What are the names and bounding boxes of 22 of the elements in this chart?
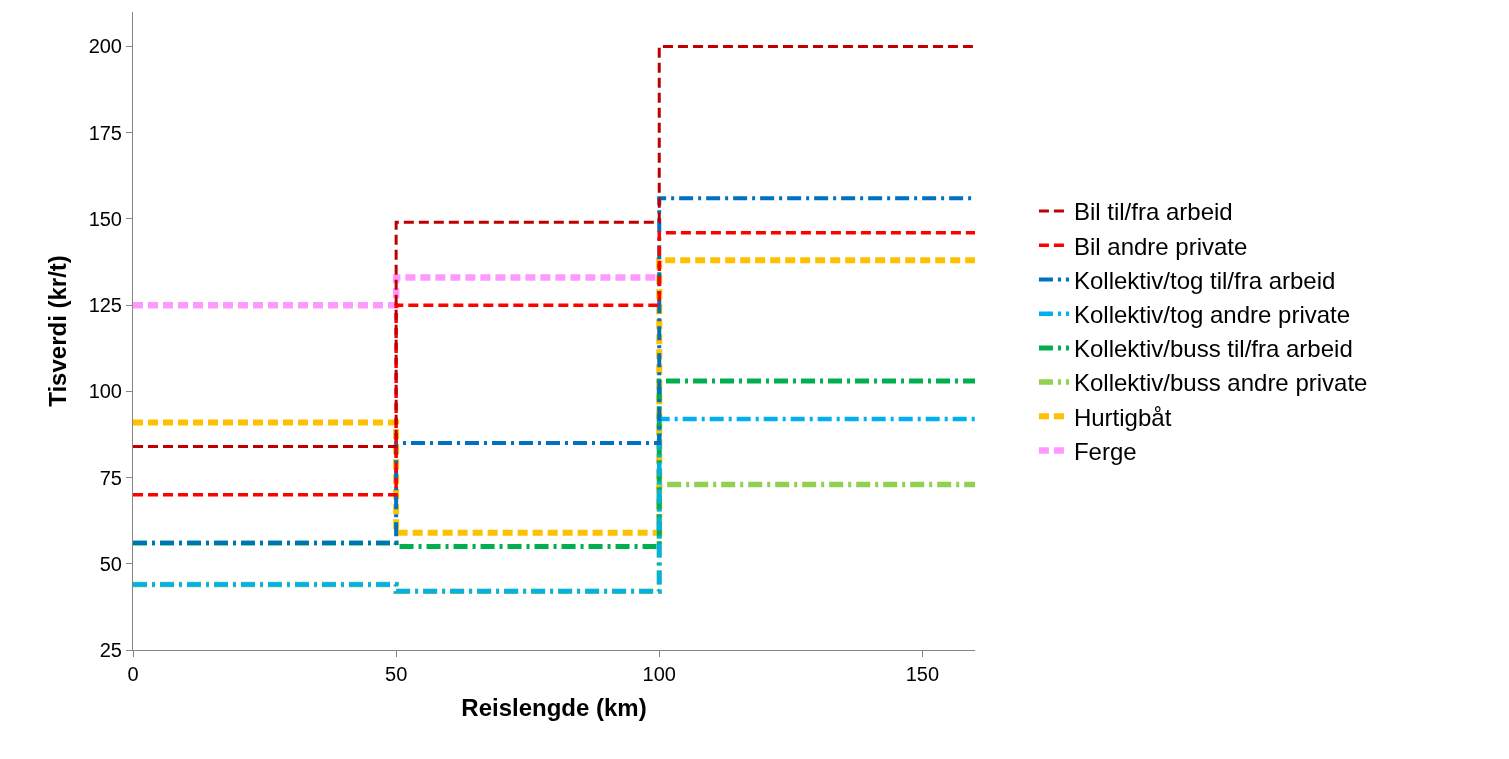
legend-label: Kollektiv/tog til/fra arbeid [1073,266,1336,294]
y-tick-label: 125 [88,294,122,317]
legend-label: Bil til/fra arbeid [1073,198,1233,226]
legend-label: Kollektiv/buss til/fra arbeid [1073,335,1353,363]
x-tick-label: 100 [642,663,676,685]
y-tick-label: 150 [88,207,122,230]
y-tick-label: 100 [88,380,122,403]
x-tick-label: 0 [127,663,139,685]
legend-label: Kollektiv/tog andre private [1073,301,1351,329]
y-tick-label: 25 [99,639,122,661]
y-tick-label: 75 [99,466,122,489]
x-axis-title: Reislengde (km) [461,694,647,722]
y-tick-label: 175 [88,121,122,144]
y-tick-label: 200 [88,35,122,58]
legend-label: Hurtigbåt [1073,403,1172,431]
legend-label: Kollektiv/buss andre private [1073,369,1368,397]
y-tick-label: 50 [99,552,122,575]
legend-label: Bil andre private [1073,232,1248,260]
y-axis-title: Tisverdi (kr/t) [43,255,71,407]
legend-label: Ferge [1073,437,1137,465]
x-tick-label: 50 [385,663,408,685]
x-tick-label: 150 [905,663,940,685]
